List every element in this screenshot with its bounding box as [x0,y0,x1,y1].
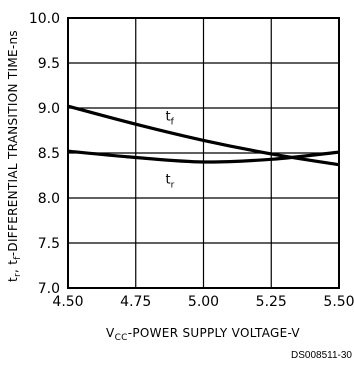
y-tick-label: 7.0 [38,281,60,297]
x-tick-label: 4.75 [120,294,151,310]
y-tick-label: 9.5 [38,56,60,72]
y-tick-label: 10.0 [29,11,60,27]
x-tick-label: 5.50 [323,294,354,310]
series-line-tr [67,149,340,164]
y-tick-label: 8.5 [38,146,60,162]
x-tick-label: 4.50 [52,294,83,310]
curves [67,104,340,167]
grid [67,17,340,289]
figure-id: DS008511-30 [291,350,352,361]
plot-frame [67,17,340,289]
series-label-tr: tr [166,173,175,191]
x-tick-label: 5.25 [256,294,287,310]
x-tick-label: 5.00 [188,294,219,310]
y-axis-label: tr, tf-DIFFERENTIAL TRANSITION TIME-ns [6,30,23,282]
y-tick-label: 8.0 [38,191,60,207]
x-axis-label: VCC-POWER SUPPLY VOLTAGE-V [106,326,300,343]
y-tick-label: 7.5 [38,236,60,252]
tick-labels: 4.50 4.75 5.00 5.25 5.50 7.0 7.5 8.0 8.5 9.0 9.5 10… [29,11,354,310]
y-tick-label: 9.0 [38,101,60,117]
series-label-tf: tf [166,110,175,128]
